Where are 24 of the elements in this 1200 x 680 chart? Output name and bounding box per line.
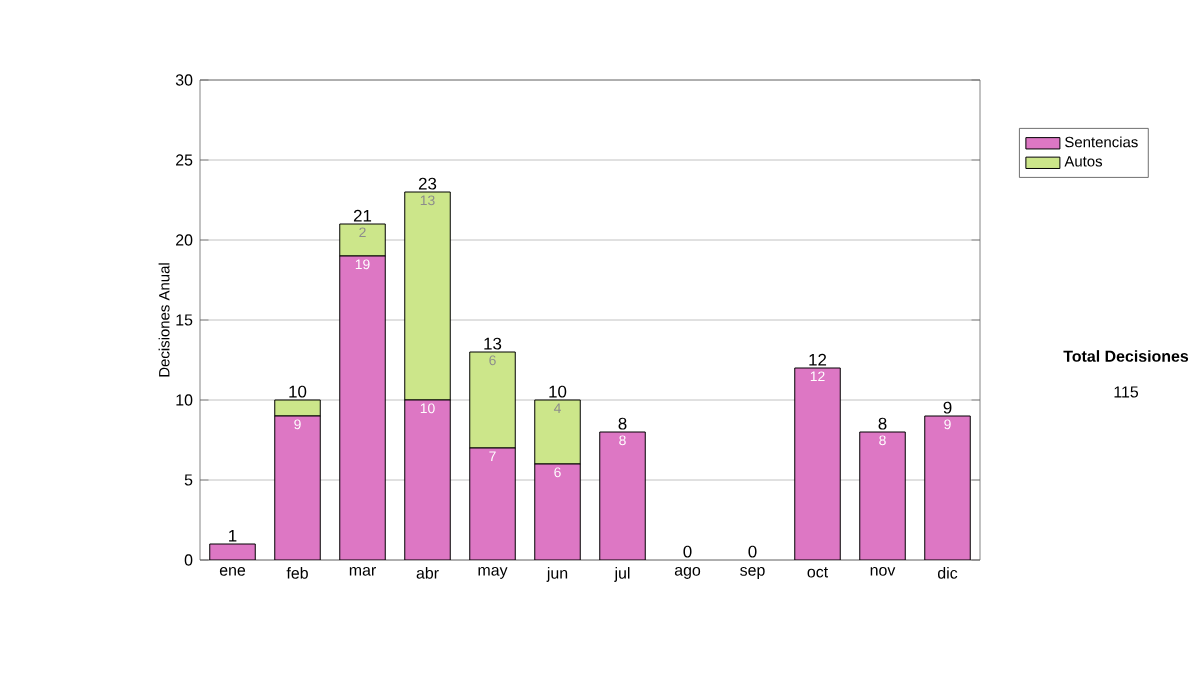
bar — [469, 351, 516, 449]
total-label: 10 — [549, 385, 567, 398]
bar — [534, 464, 581, 560]
total-label: 8 — [618, 417, 627, 430]
total-label: 10 — [289, 385, 307, 398]
total-label: 13 — [484, 337, 502, 350]
bar — [339, 256, 386, 560]
total-label: 0 — [748, 545, 757, 558]
bar — [924, 415, 971, 560]
bar — [859, 431, 906, 560]
total-label: 8 — [878, 417, 887, 430]
total-label: 9 — [943, 401, 952, 414]
bar — [274, 399, 321, 417]
bar — [599, 432, 646, 560]
total-label: 12 — [809, 353, 827, 366]
bar — [794, 367, 841, 560]
total-label: 21 — [353, 209, 372, 222]
total-label: 0 — [683, 545, 692, 558]
total-label: 1 — [229, 529, 237, 542]
bar — [469, 448, 516, 560]
total-label: 23 — [418, 177, 437, 190]
bar — [404, 400, 451, 560]
bar — [274, 416, 321, 560]
bar — [534, 399, 581, 465]
